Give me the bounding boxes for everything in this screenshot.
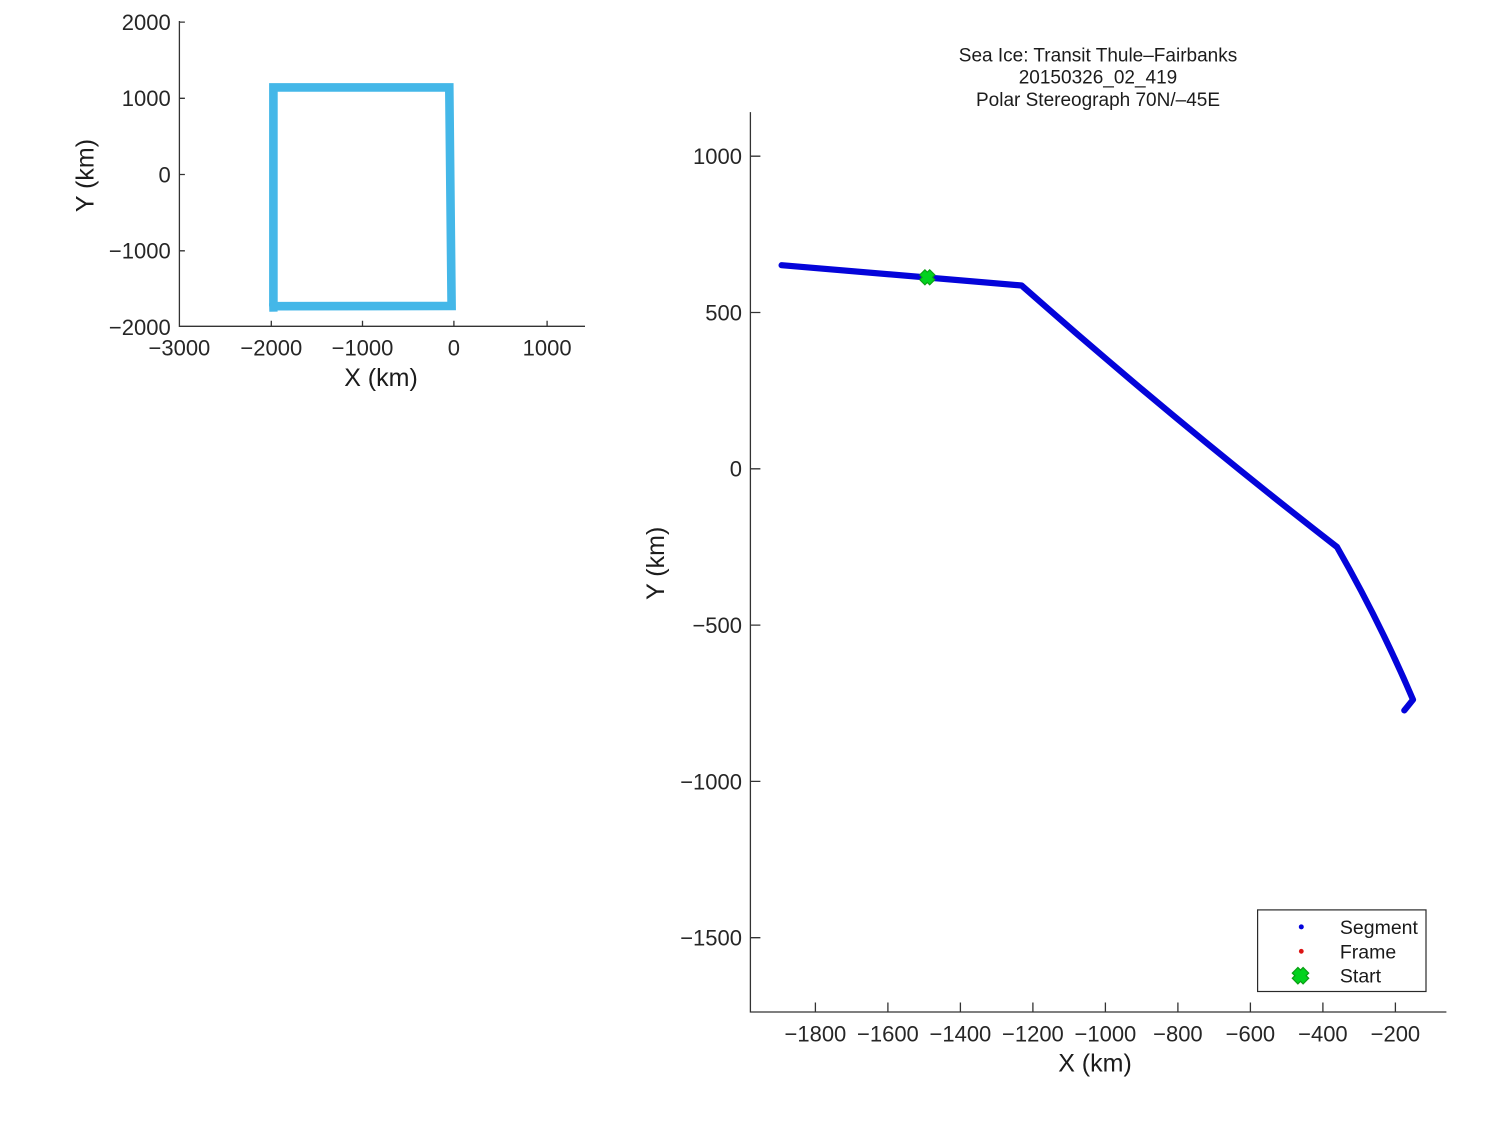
svg-text:−1000: −1000 xyxy=(332,335,394,360)
svg-text:2000: 2000 xyxy=(122,10,171,35)
svg-text:Segment: Segment xyxy=(1340,917,1419,939)
svg-text:−500: −500 xyxy=(692,613,742,638)
svg-text:500: 500 xyxy=(705,300,742,325)
svg-text:0: 0 xyxy=(158,162,170,187)
svg-text:−600: −600 xyxy=(1226,1021,1276,1046)
svg-text:0: 0 xyxy=(730,457,742,482)
svg-text:−400: −400 xyxy=(1298,1021,1348,1046)
svg-text:−1000: −1000 xyxy=(109,239,171,264)
svg-text:0: 0 xyxy=(448,335,460,360)
svg-text:−1000: −1000 xyxy=(1075,1021,1137,1046)
svg-text:Y (km): Y (km) xyxy=(642,527,670,600)
svg-text:Frame: Frame xyxy=(1340,941,1396,963)
svg-text:Polar Stereograph 70N/–45E: Polar Stereograph 70N/–45E xyxy=(976,90,1220,111)
svg-text:−2000: −2000 xyxy=(240,335,302,360)
svg-text:−200: −200 xyxy=(1371,1021,1421,1046)
svg-text:−1400: −1400 xyxy=(930,1021,992,1046)
svg-text:1000: 1000 xyxy=(693,144,742,169)
svg-text:−1800: −1800 xyxy=(785,1021,847,1046)
svg-text:Y (km): Y (km) xyxy=(72,139,100,212)
svg-text:−3000: −3000 xyxy=(149,335,211,360)
svg-text:−1000: −1000 xyxy=(680,769,742,794)
svg-text:Sea Ice: Transit Thule–Fairban: Sea Ice: Transit Thule–Fairbanks xyxy=(959,45,1237,66)
svg-text:−800: −800 xyxy=(1153,1021,1203,1046)
svg-text:X (km): X (km) xyxy=(1058,1050,1132,1078)
svg-text:−1500: −1500 xyxy=(680,926,742,951)
svg-text:−1600: −1600 xyxy=(857,1021,919,1046)
svg-text:20150326_02_419: 20150326_02_419 xyxy=(1019,68,1178,89)
svg-text:X (km): X (km) xyxy=(344,364,418,392)
svg-text:1000: 1000 xyxy=(122,86,171,111)
svg-text:−2000: −2000 xyxy=(109,315,171,340)
svg-text:−1200: −1200 xyxy=(1002,1021,1064,1046)
svg-text:1000: 1000 xyxy=(523,335,572,360)
svg-text:Start: Start xyxy=(1340,966,1382,988)
